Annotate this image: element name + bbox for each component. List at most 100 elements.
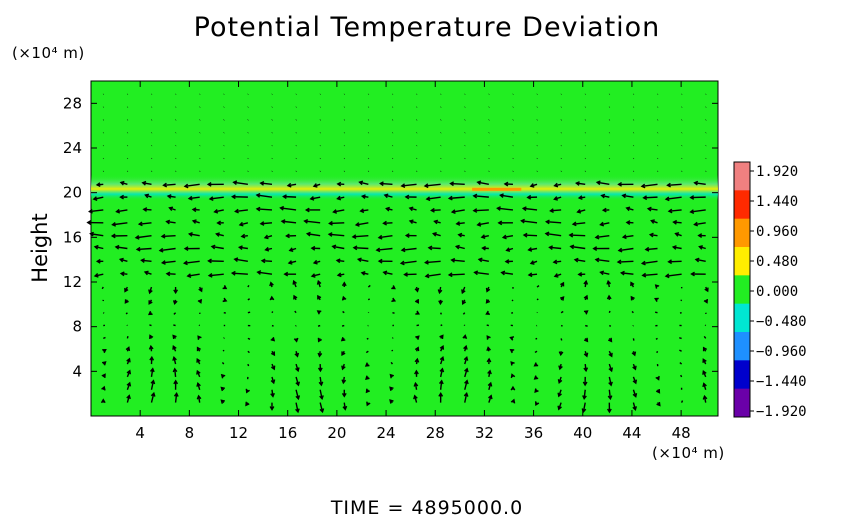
wind-vector	[112, 222, 128, 226]
wind-vector-head	[317, 294, 322, 300]
wind-vector-head	[617, 247, 623, 253]
wind-vector	[667, 183, 682, 186]
wind-vector	[595, 234, 610, 239]
wind-vector	[679, 337, 682, 340]
wind-vector-head	[473, 270, 479, 276]
wind-vector-head	[534, 401, 540, 407]
wind-vector-head	[534, 388, 539, 393]
wind-vector	[184, 260, 200, 264]
wind-vector	[503, 234, 514, 239]
wind-vector-head	[215, 232, 220, 237]
wind-vector-head	[583, 294, 589, 300]
wind-vector-head	[529, 183, 535, 188]
wind-vector-head	[295, 367, 300, 373]
wind-vector-head	[317, 337, 323, 343]
wind-vector-head	[366, 401, 371, 407]
colorbar-segment	[734, 303, 750, 333]
wind-vector-head	[450, 257, 456, 263]
wind-vector-head	[295, 408, 300, 414]
warm-streak	[472, 187, 522, 191]
wind-vector-head	[599, 221, 605, 227]
wind-vector-head	[100, 398, 106, 404]
wind-vector	[451, 259, 465, 263]
wind-vector-head	[576, 209, 582, 214]
wind-vector	[209, 273, 224, 277]
wind-vector-head	[463, 391, 469, 397]
wind-vector-head	[319, 408, 325, 414]
wind-vector-head	[607, 408, 612, 414]
wind-vector-head	[280, 219, 286, 224]
wind-vector	[425, 273, 441, 277]
wind-vector-head	[437, 289, 443, 295]
wind-vector	[247, 337, 251, 340]
wind-vector-head	[486, 346, 491, 352]
wind-vector	[536, 298, 539, 301]
wind-vector-head	[183, 260, 188, 266]
wind-vector	[256, 194, 273, 198]
x-tick-label: 44	[622, 424, 641, 442]
colorbar-segment	[734, 218, 750, 248]
wind-vector	[452, 209, 465, 213]
x-tick-label: 40	[573, 424, 592, 442]
wind-vector-head	[288, 247, 294, 252]
wind-vector	[166, 220, 176, 224]
wind-vector-head	[137, 221, 143, 227]
wind-vector-head	[488, 394, 493, 400]
wind-vector-head	[95, 258, 101, 264]
wind-vector-head	[594, 234, 600, 240]
wind-vector	[94, 273, 104, 277]
wind-vector-head	[601, 207, 607, 213]
wind-vector-head	[607, 337, 613, 343]
wind-vector-head	[126, 381, 132, 387]
wind-vector-head	[654, 297, 659, 303]
wind-vector-head	[389, 386, 394, 391]
wind-vector-head	[352, 245, 358, 251]
wind-vector	[383, 271, 393, 275]
wind-vector	[426, 196, 441, 200]
wind-vector-head	[438, 379, 444, 385]
wind-vector	[283, 195, 297, 198]
wind-vector-head	[509, 336, 515, 341]
wind-vector	[295, 376, 300, 386]
wind-vector-head	[529, 260, 535, 265]
wind-vector	[391, 337, 394, 339]
wind-vector	[367, 284, 371, 288]
wind-vector-head	[463, 355, 469, 361]
wind-vector	[247, 298, 251, 301]
y-tick-label: 28	[63, 94, 82, 112]
wind-vector	[574, 259, 586, 263]
wind-vector	[535, 337, 538, 340]
wind-vector-head	[233, 257, 239, 263]
wind-vector	[163, 183, 176, 186]
colorbar-label: 1.440	[756, 194, 798, 210]
wind-vector-head	[220, 399, 225, 404]
wind-vector-head	[438, 300, 443, 306]
wind-vector	[583, 389, 586, 399]
wind-vector-head	[582, 395, 587, 401]
wind-vector-head	[101, 361, 107, 366]
wind-vector-head	[503, 181, 509, 187]
wind-vector	[262, 259, 273, 263]
wind-vector-head	[295, 395, 301, 401]
wind-vector-head	[92, 196, 98, 201]
wind-vector-head	[671, 245, 677, 250]
wind-vector	[560, 338, 563, 341]
wind-vector	[524, 234, 538, 237]
wind-vector-head	[594, 257, 600, 263]
wind-vector-head	[526, 194, 532, 200]
wind-vector-head	[702, 394, 708, 400]
wind-vector-head	[510, 361, 515, 366]
y-tick-label: 12	[63, 273, 82, 291]
wind-vector-head	[93, 244, 99, 250]
wind-vector	[319, 389, 323, 399]
wind-vector-head	[148, 344, 154, 350]
wind-vector-head	[187, 232, 193, 237]
wind-vector-head	[527, 272, 533, 278]
wind-vector-head	[569, 244, 575, 250]
colorbar-segment	[734, 162, 750, 191]
wind-vector	[546, 220, 562, 224]
wind-vector-head	[608, 381, 613, 387]
wind-vector-head	[403, 272, 408, 277]
wind-vector	[497, 207, 514, 211]
